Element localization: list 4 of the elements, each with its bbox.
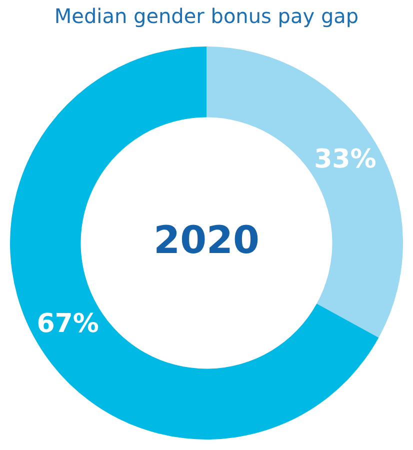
chart-title: Median gender bonus pay gap — [54, 4, 359, 28]
text: 2020 — [154, 218, 260, 262]
data-label: 67% — [36, 308, 99, 339]
data-label: 33% — [314, 144, 376, 175]
